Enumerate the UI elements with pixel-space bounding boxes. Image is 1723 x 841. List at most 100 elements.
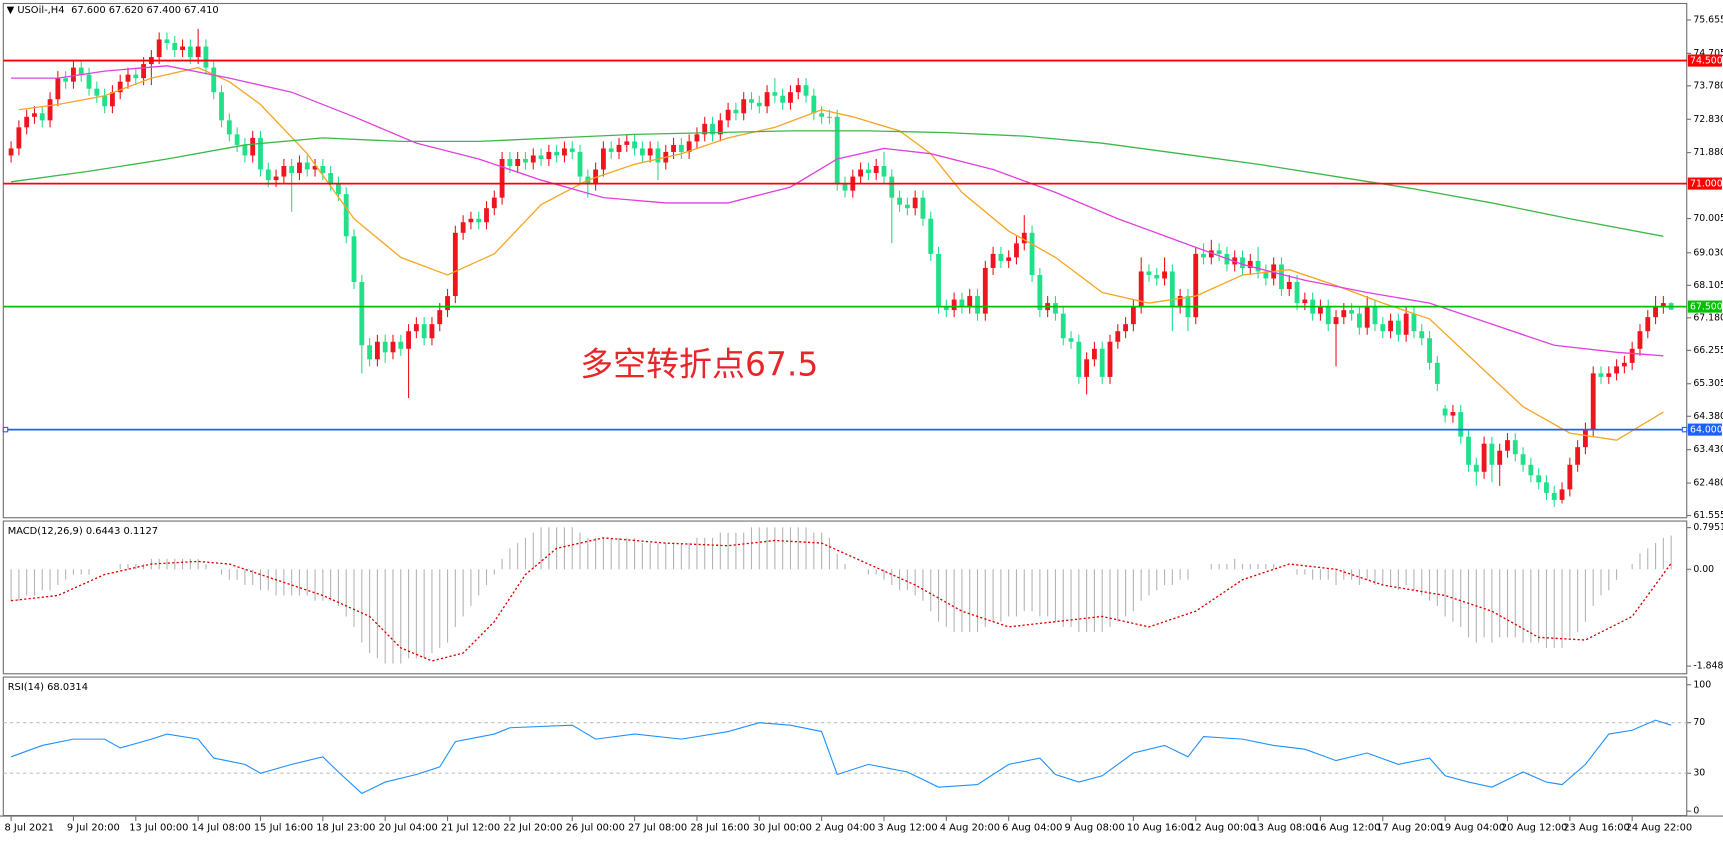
- candle-body: [1598, 373, 1604, 377]
- candle-body: [109, 92, 115, 107]
- x-tick-label: 15 Jul 16:00: [254, 823, 313, 834]
- x-tick-label: 23 Aug 16:00: [1563, 823, 1630, 834]
- candle-body: [1279, 264, 1284, 290]
- y-tick-label: 65.305: [1693, 378, 1723, 389]
- candle-body: [1629, 348, 1635, 363]
- candle-body: [889, 176, 895, 198]
- y-tick-label: 0.00: [1693, 564, 1714, 575]
- candle-body: [1653, 306, 1658, 318]
- chart-title: USOil-,H4: [17, 5, 64, 16]
- candle-body: [593, 169, 599, 184]
- candle-body: [1325, 306, 1331, 325]
- candle-body: [16, 127, 22, 149]
- candle-body: [297, 162, 302, 174]
- x-tick-label: 20 Jul 04:00: [379, 823, 438, 834]
- x-tick-label: 26 Jul 00:00: [566, 823, 625, 834]
- candle-body: [562, 148, 567, 156]
- candle-body: [226, 120, 232, 135]
- candle-body: [873, 166, 879, 174]
- candle-body: [390, 341, 396, 353]
- candle-body: [1107, 341, 1113, 377]
- candle-body: [1567, 464, 1573, 490]
- candle-body: [328, 173, 334, 184]
- candle-body: [203, 46, 209, 68]
- candle-body: [1169, 271, 1175, 307]
- candle-body: [639, 148, 645, 156]
- candle-body: [803, 85, 809, 96]
- y-tick-label: 69.030: [1693, 247, 1723, 258]
- x-tick-label: 22 Jul 20:00: [503, 823, 562, 834]
- macd-title: MACD(12,26,9) 0.6443 0.1127: [8, 526, 158, 537]
- candle-body: [141, 64, 146, 79]
- candle-body: [1637, 331, 1643, 349]
- level-label-box: [1687, 423, 1722, 436]
- candle-body: [445, 296, 450, 311]
- candle-body: [164, 39, 170, 43]
- candle-body: [172, 42, 178, 51]
- candle-body: [382, 341, 388, 353]
- candle-body: [554, 151, 560, 156]
- candle-body: [1403, 313, 1409, 335]
- candle-body: [1216, 250, 1222, 254]
- candle-body: [1559, 489, 1565, 500]
- candle-body: [904, 204, 910, 209]
- candle-body: [998, 253, 1004, 261]
- candle-body: [1084, 359, 1090, 377]
- x-tick-label: 12 Aug 00:00: [1189, 823, 1256, 834]
- candle-body: [195, 46, 201, 58]
- candle-body: [710, 123, 715, 135]
- candle-body: [632, 141, 638, 149]
- candle-body: [180, 46, 185, 51]
- y-tick-label: 66.255: [1693, 345, 1723, 356]
- candle-body: [491, 197, 497, 209]
- candle-body: [780, 95, 786, 103]
- candle-body: [1060, 313, 1066, 339]
- candle-body: [655, 148, 661, 163]
- candle-body: [1497, 450, 1503, 465]
- candle-body: [258, 137, 263, 170]
- candle-body: [8, 148, 14, 156]
- candle-body: [55, 78, 61, 100]
- candle-body: [1115, 331, 1121, 342]
- candle-body: [733, 109, 739, 114]
- candle-body: [943, 306, 949, 311]
- level-label: 64.000: [1690, 425, 1723, 436]
- candle-body: [1380, 324, 1386, 332]
- candle-body: [1053, 303, 1058, 314]
- candle-body: [694, 134, 700, 142]
- x-tick-label: 28 Jul 16:00: [690, 823, 749, 834]
- candle-body: [1014, 243, 1019, 258]
- candle-body: [975, 296, 980, 314]
- y-tick-label: 0.7951: [1693, 522, 1723, 533]
- candle-body: [1091, 348, 1097, 360]
- candle-body: [343, 194, 349, 237]
- candle-body: [273, 176, 279, 181]
- candle-body: [398, 341, 404, 349]
- candle-body: [1356, 313, 1362, 328]
- price-panel: [2, 2, 1688, 519]
- x-tick-label: 10 Aug 16:00: [1127, 823, 1194, 834]
- macd-panel: [2, 520, 1688, 675]
- candle-body: [1099, 348, 1105, 377]
- candle-body: [834, 116, 840, 184]
- candle-body: [1146, 271, 1152, 275]
- candle-body: [1442, 408, 1448, 416]
- candle-body: [1575, 447, 1581, 465]
- candle-body: [1606, 373, 1612, 377]
- candle-body: [1473, 464, 1479, 472]
- y-tick-label: 64.380: [1693, 411, 1723, 422]
- level-label: 74.500: [1690, 56, 1723, 67]
- candle-body: [686, 141, 692, 152]
- candle-body: [78, 67, 84, 75]
- x-tick-label: 30 Jul 00:00: [753, 823, 812, 834]
- candle-body: [250, 137, 256, 156]
- candle-body: [819, 113, 825, 117]
- x-tick-label: 13 Aug 08:00: [1251, 823, 1318, 834]
- rsi-line: [10, 719, 1672, 795]
- candle-body: [1434, 362, 1440, 384]
- candle-body: [936, 253, 941, 307]
- candle-body: [1544, 482, 1549, 493]
- candle-body: [359, 281, 365, 346]
